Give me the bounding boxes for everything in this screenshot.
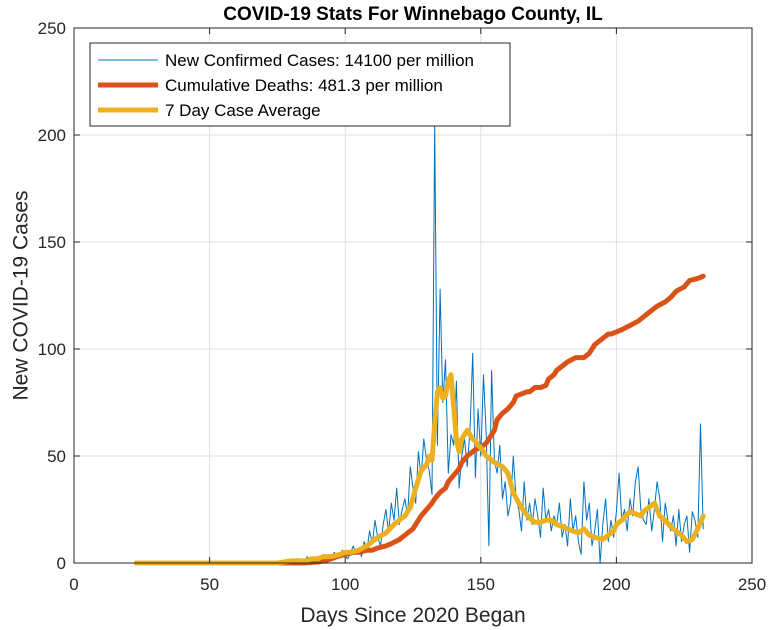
legend-entry-label: 7 Day Case Average <box>165 101 321 120</box>
series-layer <box>133 123 706 566</box>
x-tick-label: 150 <box>467 575 495 594</box>
legend: New Confirmed Cases: 14100 per million Cu… <box>89 42 511 127</box>
y-tick-label: 100 <box>38 340 66 359</box>
plot-border <box>73 27 753 564</box>
legend-box <box>89 42 511 127</box>
x-tick-label: 50 <box>200 575 219 594</box>
y-axis-label: New COVID-19 Cases <box>9 190 32 400</box>
y-tick-label: 150 <box>38 233 66 252</box>
series-line-2 <box>133 273 706 566</box>
series-line-3 <box>133 372 706 566</box>
x-axis-label: Days Since 2020 Began <box>300 604 525 627</box>
y-tick-label: 0 <box>57 554 66 573</box>
legend-entry-label: Cumulative Deaths: 481.3 per million <box>165 76 443 95</box>
x-tick-label: 0 <box>69 575 78 594</box>
x-tick-label: 250 <box>738 575 766 594</box>
ticks: 0 50 100 150 200 250 0 50 100 150 200 250 <box>38 19 767 594</box>
legend-entry-label: New Confirmed Cases: 14100 per million <box>165 51 474 70</box>
x-tick-label: 200 <box>602 575 630 594</box>
y-tick-label: 250 <box>38 19 66 38</box>
chart-title: COVID-19 Stats For Winnebago County, IL <box>223 4 603 25</box>
y-tick-label: 200 <box>38 126 66 145</box>
y-tick-label: 50 <box>47 447 66 466</box>
x-tick-label: 100 <box>331 575 359 594</box>
